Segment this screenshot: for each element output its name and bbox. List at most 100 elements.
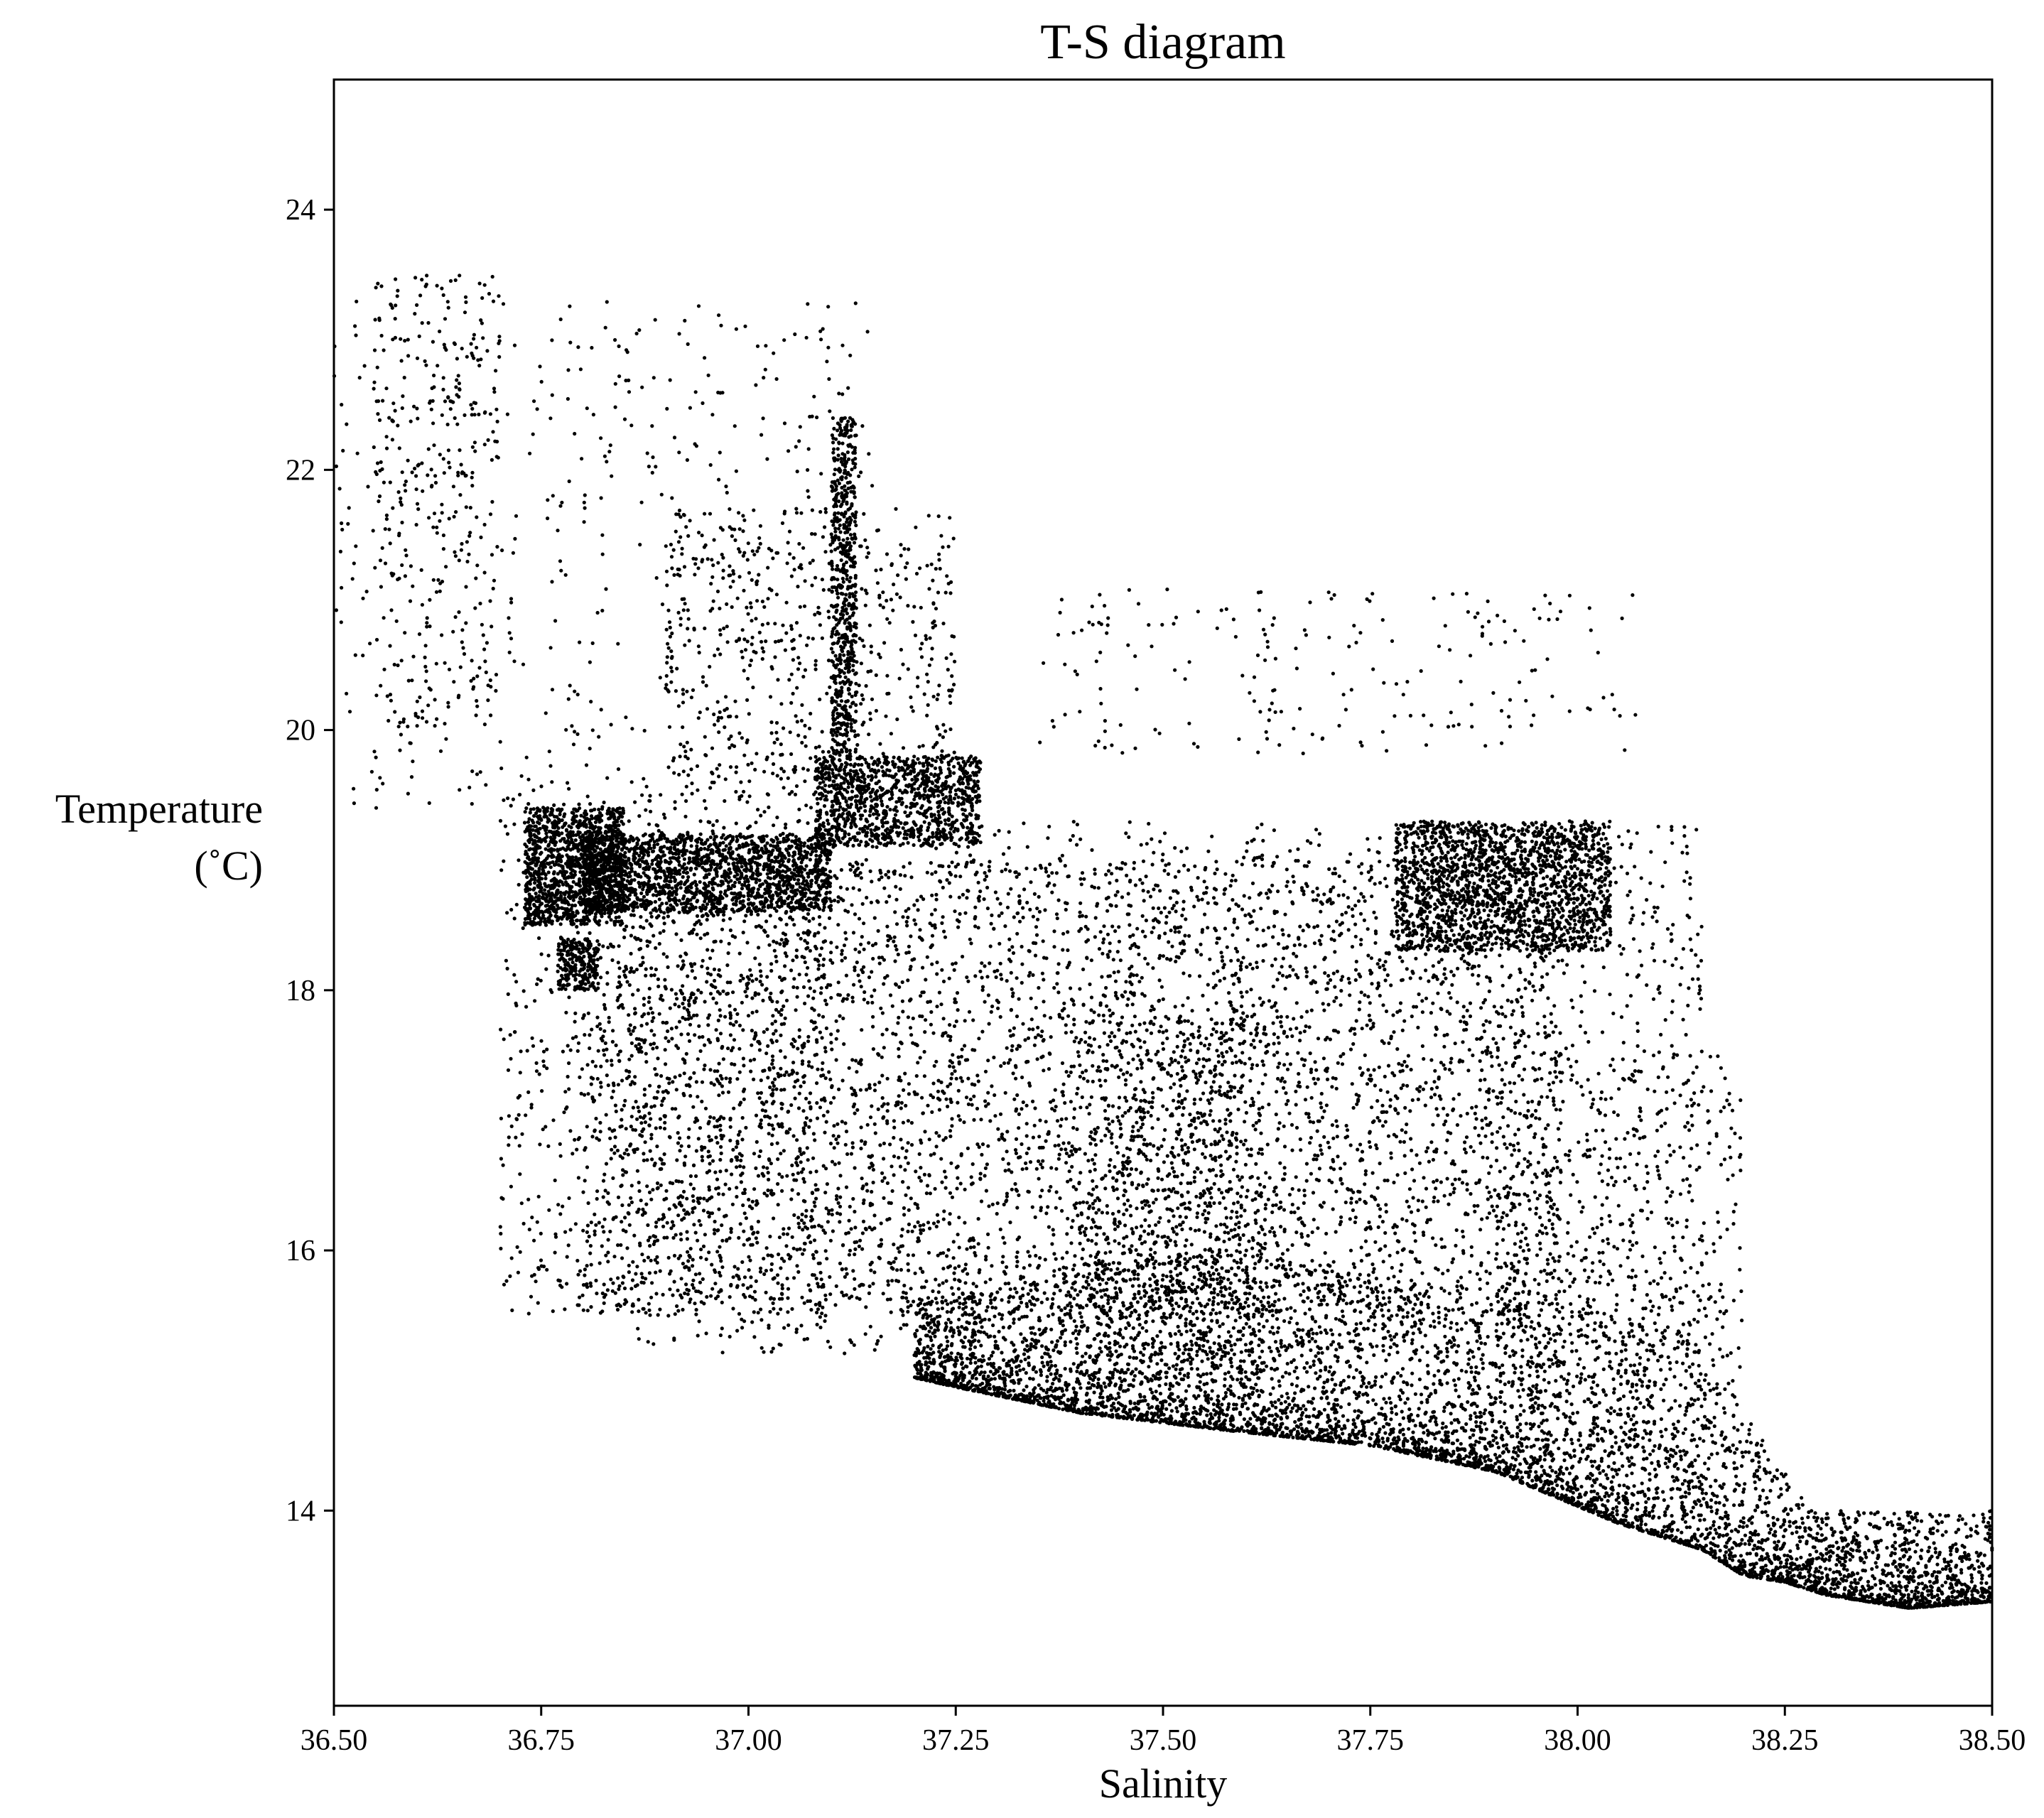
scatter-point [1154, 1197, 1158, 1201]
scatter-point [961, 892, 965, 897]
scatter-point [921, 965, 925, 970]
scatter-point [1179, 1054, 1184, 1059]
scatter-point [876, 1107, 880, 1111]
scatter-point [892, 1154, 897, 1159]
scatter-point [901, 826, 905, 830]
scatter-point [985, 1162, 989, 1167]
scatter-point [1540, 1077, 1544, 1081]
scatter-point [1358, 942, 1363, 947]
scatter-point [901, 1010, 905, 1014]
scatter-point [1498, 953, 1502, 958]
scatter-point [1437, 1310, 1441, 1314]
scatter-point [824, 1167, 828, 1171]
scatter-point [657, 897, 661, 902]
scatter-point [1069, 1225, 1074, 1230]
scatter-point [619, 1184, 623, 1189]
scatter-point [912, 918, 916, 922]
scatter-point [1439, 1007, 1444, 1012]
scatter-point [848, 1248, 853, 1252]
scatter-point [1231, 933, 1235, 937]
scatter-point [1442, 1122, 1447, 1127]
scatter-point [1651, 997, 1656, 1001]
scatter-point [741, 1283, 745, 1287]
scatter-point [850, 1145, 855, 1149]
scatter-point [1152, 1007, 1156, 1012]
scatter-point [784, 1244, 789, 1248]
scatter-point [1451, 1190, 1456, 1194]
scatter-point [655, 1238, 660, 1243]
scatter-point [1210, 834, 1214, 838]
scatter-point [835, 945, 839, 949]
scatter-point [1599, 837, 1604, 841]
scatter-point [1416, 1097, 1420, 1102]
scatter-point [1639, 1118, 1643, 1122]
scatter-point [1076, 1054, 1081, 1059]
scatter-point [777, 1010, 781, 1014]
scatter-point [829, 995, 833, 1000]
scatter-point [1360, 1149, 1365, 1154]
scatter-point [718, 1014, 723, 1018]
scatter-point [1190, 1140, 1194, 1145]
scatter-point [1551, 1256, 1555, 1260]
scatter-point [1117, 1028, 1121, 1032]
scatter-point [1506, 1124, 1510, 1128]
scatter-point [1232, 920, 1236, 924]
scatter-point [845, 1152, 850, 1157]
scatter-point [1011, 951, 1016, 956]
scatter-point [605, 1073, 609, 1078]
scatter-point [1005, 862, 1010, 866]
scatter-point [1209, 1142, 1213, 1147]
scatter-point [1626, 829, 1631, 833]
scatter-point [1243, 1100, 1248, 1104]
scatter-point [1196, 1110, 1200, 1115]
scatter-point [838, 1204, 843, 1208]
scatter-point [1698, 988, 1702, 992]
scatter-point [711, 996, 715, 1000]
scatter-point [809, 1091, 813, 1095]
scatter-point [1410, 1098, 1415, 1103]
scatter-point [756, 1219, 760, 1224]
scatter-point [855, 1070, 859, 1074]
scatter-point [1197, 1057, 1201, 1061]
scatter-point [1084, 914, 1088, 919]
scatter-point [1070, 1144, 1074, 1149]
scatter-point [1135, 926, 1140, 931]
scatter-point [970, 1082, 974, 1086]
scatter-point [1385, 884, 1389, 889]
scatter-point [1383, 1302, 1388, 1306]
scatter-point [610, 1039, 615, 1044]
scatter-point [842, 1042, 846, 1046]
scatter-point [659, 1183, 663, 1187]
scatter-point [624, 1127, 628, 1131]
scatter-point [1029, 996, 1033, 1000]
scatter-point [1607, 1156, 1611, 1160]
scatter-point [1140, 914, 1145, 918]
scatter-point [1462, 1147, 1467, 1152]
scatter-point [1480, 1068, 1484, 1072]
scatter-point [1334, 1119, 1339, 1123]
scatter-point [1469, 1145, 1473, 1149]
scatter-point [1066, 1303, 1070, 1308]
scatter-point [871, 1167, 875, 1172]
scatter-point [924, 1279, 929, 1284]
scatter-point [1552, 1004, 1557, 1008]
scatter-point [1600, 1203, 1604, 1207]
scatter-point [1694, 953, 1698, 957]
scatter-point [844, 1293, 848, 1297]
scatter-point [930, 962, 934, 966]
scatter-point [767, 943, 772, 947]
scatter-point [634, 1272, 638, 1276]
scatter-point [1021, 1287, 1025, 1291]
scatter-point [1061, 1016, 1065, 1020]
scatter-point [1021, 1022, 1025, 1026]
scatter-point [984, 1309, 988, 1313]
scatter-point [1485, 1122, 1489, 1127]
scatter-point [1177, 930, 1181, 934]
scatter-point [1230, 1297, 1234, 1302]
scatter-point [838, 1014, 842, 1018]
scatter-point [811, 1132, 816, 1136]
scatter-point [1554, 1293, 1558, 1297]
scatter-point [1469, 1253, 1473, 1258]
scatter-point [701, 1034, 705, 1039]
scatter-point [1210, 1254, 1214, 1259]
